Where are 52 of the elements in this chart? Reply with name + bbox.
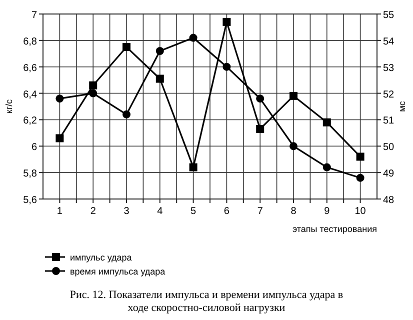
point bbox=[189, 34, 198, 42]
point bbox=[356, 174, 364, 182]
point bbox=[322, 118, 331, 126]
y-tick-label: 7 bbox=[31, 10, 38, 21]
point bbox=[56, 94, 64, 103]
y-tick-label: 6,2 bbox=[23, 116, 38, 127]
point bbox=[156, 74, 164, 83]
x-axis-title: этапы тестирования bbox=[292, 224, 378, 234]
point bbox=[89, 89, 98, 98]
point bbox=[290, 92, 298, 100]
text: Рис. 12. Показатели импульса и времени импульса удара в ходе скоростно-силовой нагрузки bbox=[70, 289, 344, 314]
y-tick-label: 5,8 bbox=[23, 168, 38, 180]
y-axis-title: кг/с bbox=[4, 98, 14, 114]
y2-tick-label: 55 bbox=[383, 10, 395, 21]
y2-tick-label: 50 bbox=[383, 142, 395, 154]
point bbox=[256, 94, 264, 103]
x-tick-label: 1 bbox=[56, 206, 63, 217]
x-tick-label: 5 bbox=[190, 206, 197, 217]
point bbox=[322, 163, 331, 172]
y2-tick-label: 51 bbox=[383, 116, 395, 127]
y2-tick-label: 52 bbox=[383, 89, 395, 100]
y-tick-label: 6,4 bbox=[23, 89, 38, 100]
point bbox=[356, 152, 364, 161]
y2-tick-label: 54 bbox=[383, 36, 395, 48]
x-tick-label: 4 bbox=[157, 206, 164, 217]
x-tick-label: 9 bbox=[324, 206, 330, 217]
y2-tick-label: 49 bbox=[383, 168, 395, 180]
x-tick-label: 3 bbox=[124, 206, 130, 217]
legend-label: время импульса удара bbox=[70, 266, 166, 276]
y-tick-label: 6,8 bbox=[23, 36, 38, 48]
point bbox=[222, 18, 231, 26]
y2-tick-label: 53 bbox=[383, 62, 395, 74]
y-tick-label: 6 bbox=[31, 142, 38, 154]
y2-tick-label: 48 bbox=[383, 195, 395, 206]
x-tick-label: 2 bbox=[90, 206, 96, 217]
point bbox=[122, 110, 130, 118]
x-tick-label: 10 bbox=[354, 206, 366, 217]
y-tick-label: 6,6 bbox=[23, 62, 38, 74]
point bbox=[222, 62, 231, 71]
x-tick-label: 7 bbox=[257, 206, 264, 217]
y2-axis-title: мс bbox=[397, 100, 407, 112]
point bbox=[122, 43, 130, 52]
legend-label: импульс удара bbox=[70, 252, 132, 262]
point bbox=[256, 124, 264, 133]
point bbox=[189, 163, 198, 172]
x-tick-label: 6 bbox=[224, 206, 230, 217]
point bbox=[290, 142, 298, 150]
point bbox=[89, 81, 98, 90]
x-tick-label: 8 bbox=[290, 206, 297, 217]
point bbox=[56, 134, 64, 142]
y-tick-label: 5,6 bbox=[23, 195, 38, 206]
point bbox=[156, 47, 164, 55]
